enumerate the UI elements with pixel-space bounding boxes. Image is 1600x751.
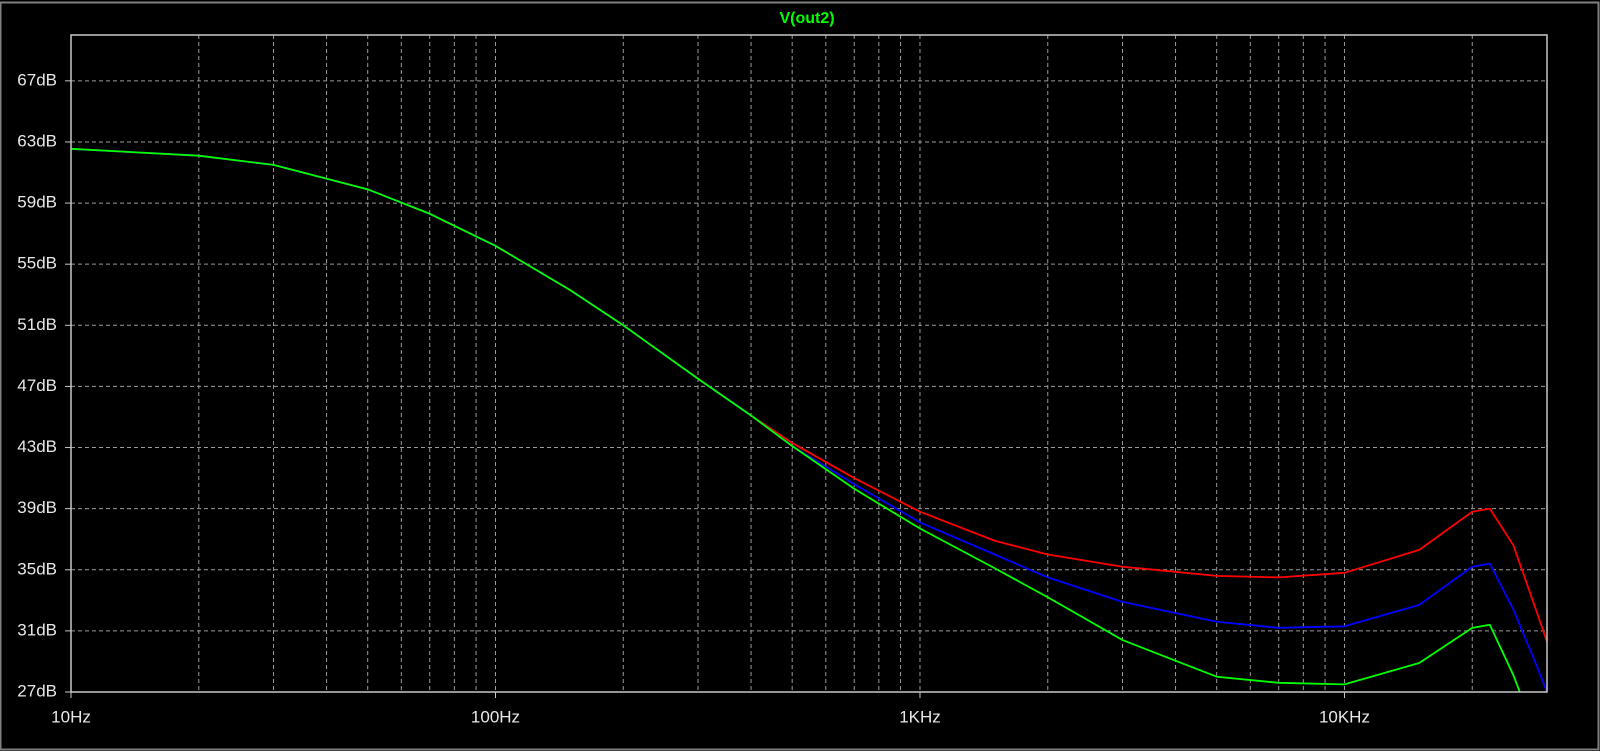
y-tick-label: 27dB — [17, 681, 57, 700]
axis-labels: 27dB 31dB 35dB 39dB 43dB 47dB 51dB 55dB 59dB 63dB… — [17, 70, 1370, 726]
x-tick-label: 1KHz — [899, 707, 941, 726]
series-line — [71, 147, 1521, 692]
chart-title: V(out2) — [779, 10, 834, 27]
y-tick-label: 31dB — [17, 620, 57, 639]
y-tick-label: 43dB — [17, 437, 57, 456]
plot-frame — [70, 34, 1548, 693]
x-tick-label: 100Hz — [471, 707, 520, 726]
y-tick-label: 39dB — [17, 498, 57, 517]
y-tick-label: 47dB — [17, 376, 57, 395]
x-tick-label: 10Hz — [51, 707, 91, 726]
y-tick-label: 63dB — [17, 131, 57, 150]
y-tick-label: 55dB — [17, 254, 57, 273]
y-tick-label: 51dB — [17, 315, 57, 334]
y-tick-label: 35dB — [17, 559, 57, 578]
y-tick-label: 67dB — [17, 70, 57, 89]
plot-lines — [71, 147, 1547, 692]
x-tick-label: 10KHz — [1319, 707, 1370, 726]
grid — [70, 35, 1547, 693]
y-tick-label: 59dB — [17, 193, 57, 212]
